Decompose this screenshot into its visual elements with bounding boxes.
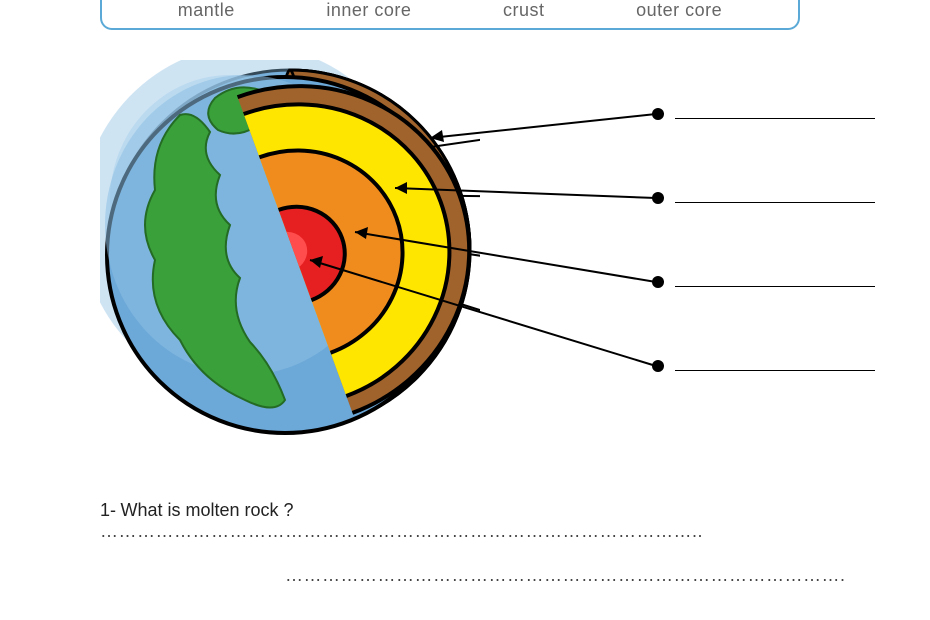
label-dot-crust [652, 108, 664, 120]
blank-line-mantle[interactable] [675, 202, 875, 203]
earth-cutaway-overlay [100, 60, 480, 440]
blank-line-inner-core[interactable] [675, 370, 875, 371]
answer-line-2[interactable]: ………………………………………………………………………………. [285, 565, 846, 586]
word-bank-box: mantle inner core crust outer core [100, 0, 800, 30]
word-bank-item: inner core [326, 0, 411, 21]
blank-line-crust[interactable] [675, 118, 875, 119]
word-bank-item: outer core [636, 0, 722, 21]
question-1: 1- What is molten rock ? ………………………………………… [100, 500, 880, 542]
question-text: What is molten rock ? [120, 500, 293, 520]
earth-layers-diagram [100, 60, 880, 460]
answer-line-1[interactable]: …………………………………………………………………………………….. [100, 521, 703, 541]
label-dot-inner-core [652, 360, 664, 372]
word-bank-item: crust [503, 0, 545, 21]
word-bank-item: mantle [178, 0, 235, 21]
label-dot-mantle [652, 192, 664, 204]
blank-line-outer-core[interactable] [675, 286, 875, 287]
question-number: 1- [100, 500, 116, 520]
label-dot-outer-core [652, 276, 664, 288]
